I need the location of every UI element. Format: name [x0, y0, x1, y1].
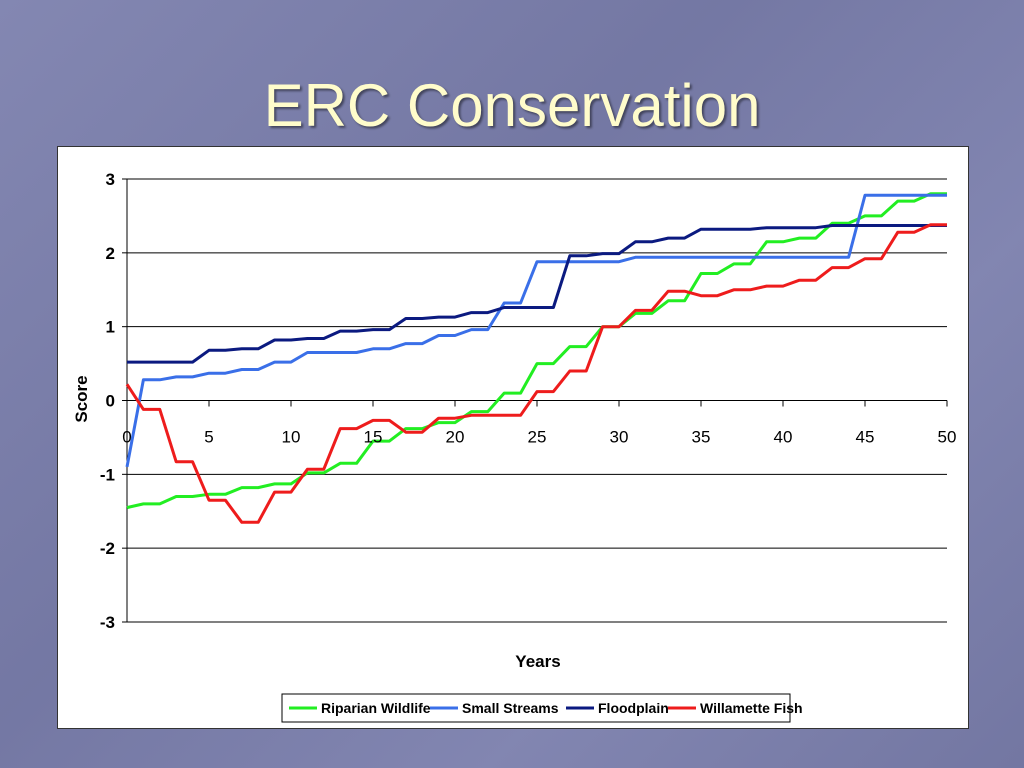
x-tick-label: 40	[774, 428, 793, 447]
x-axis-label: Years	[515, 652, 560, 671]
series-lines	[125, 192, 947, 524]
x-tick-label: 45	[856, 428, 875, 447]
y-tick-label: 0	[106, 392, 115, 411]
series-line-willamette-fish	[125, 223, 947, 524]
slide-title: ERC Conservation	[263, 72, 761, 139]
legend-label: Small Streams	[462, 700, 559, 716]
x-tick-label: 30	[610, 428, 629, 447]
legend-label: Riparian Wildlife	[321, 700, 431, 716]
x-tick-label: 0	[122, 428, 131, 447]
y-tick-label: -1	[100, 465, 115, 484]
y-tick-label: 1	[106, 318, 115, 337]
axes	[122, 178, 948, 623]
x-tick-label: 50	[938, 428, 957, 447]
series-line-riparian-wildlife	[126, 192, 947, 510]
legend: Riparian Wildlife Small Streams Floodplain…	[281, 693, 803, 723]
chart-frame: 3 2 1 0 -1 -2 -3 0 5 10 15 20 25 30 35 40 45 50 Years Sco…	[57, 146, 969, 729]
x-tick-label: 25	[528, 428, 547, 447]
legend-label: Floodplain	[598, 700, 669, 716]
x-tick-label: 35	[692, 428, 711, 447]
y-tick-label: -3	[100, 613, 115, 632]
x-tick-label: 15	[364, 428, 383, 447]
x-tick-label: 20	[446, 428, 465, 447]
series-line-floodplain	[127, 224, 947, 364]
legend-label: Willamette Fish	[700, 700, 803, 716]
x-tick-label: 10	[282, 428, 301, 447]
series-line-small-streams	[125, 193, 947, 468]
y-axis-label: Score	[72, 375, 91, 422]
legend-box	[281, 693, 791, 723]
y-tick-label: -2	[100, 539, 115, 558]
y-tick-label: 2	[106, 244, 115, 263]
x-tick-label: 5	[204, 428, 213, 447]
y-tick-label: 3	[106, 170, 115, 189]
